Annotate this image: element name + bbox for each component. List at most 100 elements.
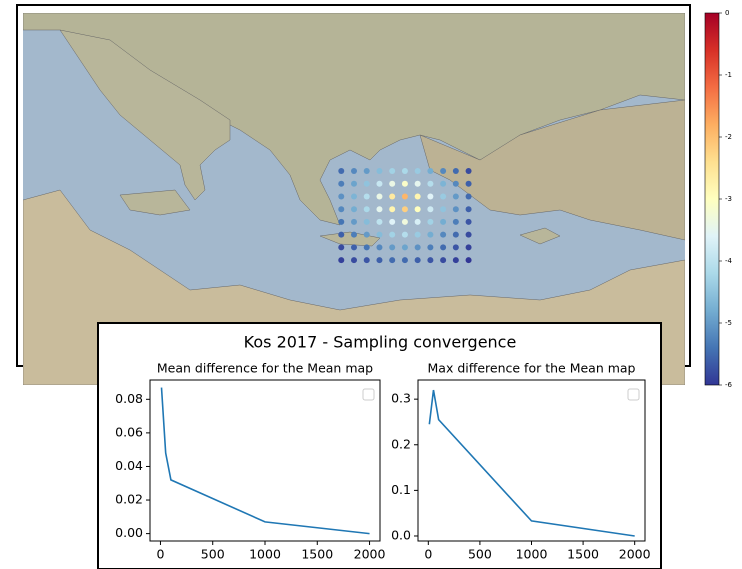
- scatter-point: [440, 219, 446, 225]
- scatter-point: [402, 244, 408, 250]
- scatter-point: [351, 219, 357, 225]
- scatter-point: [415, 219, 421, 225]
- scatter-point: [364, 257, 370, 263]
- x-tick-label: 0: [424, 547, 432, 562]
- scatter-point: [415, 193, 421, 199]
- scatter-point: [389, 232, 395, 238]
- scatter-point: [376, 232, 382, 238]
- y-tick-label: 0.02: [115, 492, 143, 507]
- y-tick-label: 0.06: [115, 424, 143, 439]
- screen: 0-1-2-3-4-5-6 Kos 2017 - Sampling conver…: [0, 0, 742, 569]
- scatter-point: [389, 257, 395, 263]
- colorbar-tick-label: -4: [725, 257, 733, 265]
- scatter-point: [389, 181, 395, 187]
- y-tick-label: 0.08: [115, 391, 143, 406]
- x-tick-label: 1500: [567, 547, 599, 562]
- colorbar: 0-1-2-3-4-5-6: [705, 9, 733, 389]
- scatter-point: [402, 257, 408, 263]
- scatter-point: [466, 232, 472, 238]
- scatter-point: [351, 181, 357, 187]
- y-tick-label: 0.04: [115, 458, 143, 473]
- scatter-point: [453, 206, 459, 212]
- scatter-point: [427, 193, 433, 199]
- scatter-point: [338, 219, 344, 225]
- scatter-point: [415, 232, 421, 238]
- colorbar-tick-label: 0: [725, 9, 729, 17]
- scatter-point: [351, 206, 357, 212]
- scatter-point: [440, 193, 446, 199]
- scatter-point: [351, 193, 357, 199]
- scatter-point: [453, 168, 459, 174]
- scatter-point: [389, 219, 395, 225]
- scatter-point: [364, 219, 370, 225]
- scatter-point: [402, 232, 408, 238]
- scatter-point: [338, 244, 344, 250]
- scatter-point: [427, 181, 433, 187]
- scatter-point: [427, 257, 433, 263]
- x-tick-label: 1500: [301, 547, 333, 562]
- scatter-point: [402, 181, 408, 187]
- scatter-point: [440, 232, 446, 238]
- scatter-point: [402, 206, 408, 212]
- scatter-point: [427, 232, 433, 238]
- scatter-point: [338, 232, 344, 238]
- y-tick-label: 0.00: [115, 525, 143, 540]
- scatter-point: [376, 244, 382, 250]
- scatter-point: [376, 206, 382, 212]
- scatter-point: [351, 232, 357, 238]
- y-tick-label: 0.2: [391, 436, 411, 451]
- x-tick-label: 0: [156, 547, 164, 562]
- scatter-point: [453, 193, 459, 199]
- scatter-point: [453, 257, 459, 263]
- scatter-point: [376, 181, 382, 187]
- scatter-point: [466, 206, 472, 212]
- scatter-point: [402, 219, 408, 225]
- scatter-point: [453, 232, 459, 238]
- scatter-point: [415, 181, 421, 187]
- scatter-point: [440, 168, 446, 174]
- scatter-point: [338, 257, 344, 263]
- window-title: Kos 2017 - Sampling convergence: [244, 333, 517, 352]
- scatter-point: [453, 244, 459, 250]
- scatter-point: [338, 206, 344, 212]
- scatter-point: [466, 181, 472, 187]
- legend-box: [363, 389, 374, 400]
- subplot-title: Max difference for the Mean map: [428, 361, 636, 376]
- scatter-point: [415, 168, 421, 174]
- scatter-point: [466, 193, 472, 199]
- scatter-point: [427, 206, 433, 212]
- scatter-point: [389, 168, 395, 174]
- scatter-point: [376, 168, 382, 174]
- scatter-point: [364, 181, 370, 187]
- scatter-point: [389, 206, 395, 212]
- y-tick-label: 0.0: [391, 527, 411, 542]
- scatter-point: [351, 244, 357, 250]
- scatter-point: [427, 244, 433, 250]
- legend-box: [628, 389, 639, 400]
- subplot-title: Mean difference for the Mean map: [157, 361, 373, 376]
- scatter-point: [440, 257, 446, 263]
- x-tick-label: 2000: [354, 547, 386, 562]
- scatter-point: [351, 257, 357, 263]
- page: 0-1-2-3-4-5-6 Kos 2017 - Sampling conver…: [0, 0, 742, 569]
- scatter-point: [402, 193, 408, 199]
- scatter-point: [415, 244, 421, 250]
- scatter-point: [364, 168, 370, 174]
- x-tick-label: 2000: [619, 547, 651, 562]
- scatter-point: [402, 168, 408, 174]
- scatter-point: [453, 181, 459, 187]
- scatter-point: [389, 244, 395, 250]
- y-tick-label: 0.3: [391, 391, 411, 406]
- scatter-point: [440, 181, 446, 187]
- scatter-point: [440, 244, 446, 250]
- scatter-point: [338, 193, 344, 199]
- colorbar-tick-label: -6: [725, 381, 733, 389]
- scatter-point: [351, 168, 357, 174]
- colorbar-scale: [705, 13, 719, 385]
- scatter-point: [338, 181, 344, 187]
- scatter-point: [466, 244, 472, 250]
- scatter-point: [376, 219, 382, 225]
- scatter-point: [453, 219, 459, 225]
- scatter-point: [376, 257, 382, 263]
- x-tick-label: 1000: [249, 547, 281, 562]
